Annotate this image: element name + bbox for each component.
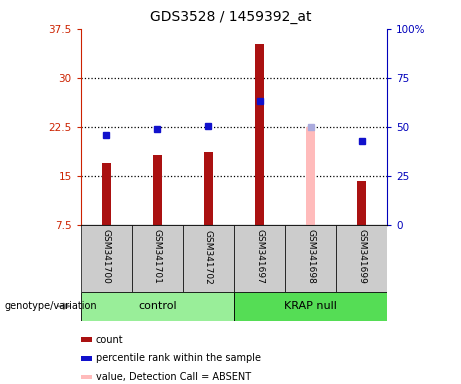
Text: count: count: [96, 335, 124, 345]
Bar: [81, 338, 93, 342]
Text: GSM341702: GSM341702: [204, 230, 213, 284]
Text: GSM341701: GSM341701: [153, 230, 162, 284]
Text: GSM341697: GSM341697: [255, 230, 264, 284]
Bar: [234, 225, 285, 292]
Text: GSM341699: GSM341699: [357, 230, 366, 284]
Bar: [336, 225, 387, 292]
Bar: [306, 127, 315, 225]
Bar: [204, 152, 213, 225]
Bar: [81, 374, 93, 379]
Text: GSM341698: GSM341698: [306, 230, 315, 284]
Text: KRAP null: KRAP null: [284, 301, 337, 311]
Bar: [234, 292, 387, 321]
Bar: [81, 225, 132, 292]
Bar: [81, 292, 234, 321]
Text: GSM341700: GSM341700: [102, 230, 111, 284]
Bar: [81, 356, 93, 361]
Bar: [101, 163, 111, 225]
Text: percentile rank within the sample: percentile rank within the sample: [96, 353, 261, 363]
Bar: [153, 155, 162, 225]
Text: genotype/variation: genotype/variation: [5, 301, 97, 311]
Text: GDS3528 / 1459392_at: GDS3528 / 1459392_at: [150, 10, 311, 23]
Bar: [132, 225, 183, 292]
Bar: [357, 181, 366, 225]
Bar: [255, 44, 264, 225]
Text: control: control: [138, 301, 177, 311]
Bar: [285, 225, 336, 292]
Text: value, Detection Call = ABSENT: value, Detection Call = ABSENT: [96, 372, 251, 382]
Bar: [183, 225, 234, 292]
